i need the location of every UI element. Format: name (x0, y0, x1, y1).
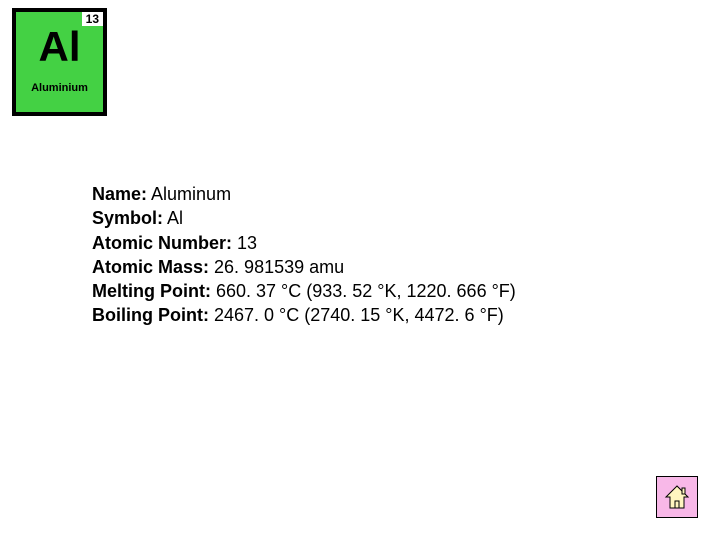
info-boiling-point-value: 2467. 0 °C (2740. 15 °K, 4472. 6 °F) (209, 305, 504, 325)
info-atomic-number-row: Atomic Number: 13 (92, 231, 516, 255)
info-atomic-mass-value: 26. 981539 amu (209, 257, 344, 277)
info-boiling-point-label: Boiling Point: (92, 305, 209, 325)
info-symbol-value: Al (163, 208, 183, 228)
info-name-row: Name: Aluminum (92, 182, 516, 206)
element-tile-name: Aluminium (31, 82, 88, 94)
element-symbol: Al (39, 26, 81, 68)
info-atomic-number-value: 13 (232, 233, 257, 253)
info-melting-point-row: Melting Point: 660. 37 °C (933. 52 °K, 1… (92, 279, 516, 303)
info-atomic-number-label: Atomic Number: (92, 233, 232, 253)
home-icon (663, 483, 691, 511)
info-name-value: Aluminum (147, 184, 231, 204)
info-name-label: Name: (92, 184, 147, 204)
info-atomic-mass-row: Atomic Mass: 26. 981539 amu (92, 255, 516, 279)
info-melting-point-value: 660. 37 °C (933. 52 °K, 1220. 666 °F) (211, 281, 516, 301)
atomic-number: 13 (82, 12, 103, 26)
info-melting-point-label: Melting Point: (92, 281, 211, 301)
info-symbol-label: Symbol: (92, 208, 163, 228)
info-atomic-mass-label: Atomic Mass: (92, 257, 209, 277)
info-symbol-row: Symbol: Al (92, 206, 516, 230)
info-boiling-point-row: Boiling Point: 2467. 0 °C (2740. 15 °K, … (92, 303, 516, 327)
element-info: Name: Aluminum Symbol: Al Atomic Number:… (92, 182, 516, 328)
element-tile: 13 Al Aluminium (12, 8, 107, 116)
home-button[interactable] (656, 476, 698, 518)
